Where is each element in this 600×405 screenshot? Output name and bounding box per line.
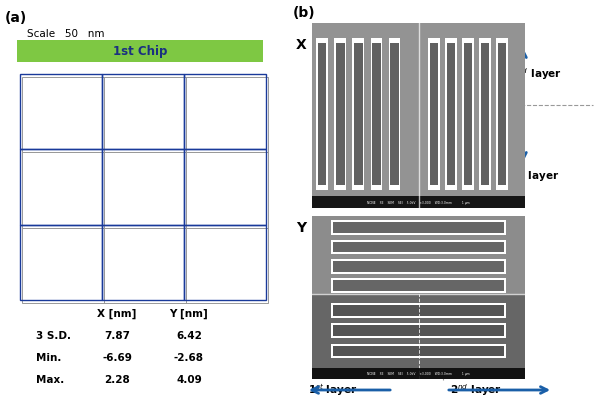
Bar — [102, 150, 184, 225]
Bar — [102, 75, 184, 150]
Bar — [479, 39, 491, 190]
Bar — [331, 303, 506, 318]
Bar — [185, 78, 268, 153]
Bar — [334, 280, 504, 291]
Bar — [334, 305, 504, 316]
Text: -6.69: -6.69 — [102, 352, 132, 362]
Bar — [334, 223, 504, 233]
Bar — [481, 44, 490, 185]
Bar — [430, 44, 439, 185]
Bar — [331, 240, 506, 255]
Bar — [334, 262, 504, 272]
Bar — [312, 217, 525, 294]
Bar — [354, 44, 362, 185]
Bar — [464, 44, 472, 185]
Bar — [390, 44, 399, 185]
Text: 4.09: 4.09 — [176, 374, 202, 384]
Text: 6.42: 6.42 — [176, 330, 202, 340]
Bar — [17, 41, 263, 63]
Bar — [184, 75, 266, 150]
Text: Y: Y — [296, 220, 306, 234]
Bar — [312, 294, 525, 368]
Bar — [334, 39, 346, 190]
Bar — [334, 326, 504, 336]
Text: 2$^{nd}$ layer: 2$^{nd}$ layer — [450, 381, 502, 397]
Bar — [331, 324, 506, 338]
Bar — [331, 344, 506, 358]
Bar — [389, 39, 400, 190]
Bar — [104, 228, 185, 303]
Text: Y [nm]: Y [nm] — [170, 308, 208, 318]
Text: 1st Chip: 1st Chip — [113, 45, 167, 58]
Bar — [104, 153, 185, 228]
Bar — [446, 44, 455, 185]
Text: X: X — [296, 38, 307, 52]
Bar — [20, 150, 102, 225]
Text: Max.: Max. — [36, 374, 64, 384]
Text: (b): (b) — [293, 6, 316, 20]
Bar — [185, 153, 268, 228]
Bar — [462, 39, 474, 190]
Bar — [318, 44, 326, 185]
Bar — [334, 242, 504, 253]
Bar — [334, 346, 504, 356]
Text: X [nm]: X [nm] — [97, 308, 137, 318]
Bar — [445, 39, 457, 190]
Bar — [352, 39, 364, 190]
Bar — [184, 150, 266, 225]
Bar — [22, 153, 104, 228]
Text: NONE    SE    SEM    SEI    5.0kV    ×3,000    WD:3.0mm          1 μm: NONE SE SEM SEI 5.0kV ×3,000 WD:3.0mm 1 … — [367, 371, 470, 375]
Bar — [371, 39, 382, 190]
Bar — [331, 221, 506, 235]
Text: -2.68: -2.68 — [174, 352, 204, 362]
Bar — [331, 278, 506, 293]
Text: 2$^{nd}$ layer: 2$^{nd}$ layer — [510, 66, 562, 81]
Bar — [372, 44, 381, 185]
Text: Scale   50   nm: Scale 50 nm — [27, 29, 104, 39]
Text: 2.28: 2.28 — [104, 374, 130, 384]
Bar — [22, 228, 104, 303]
Bar — [20, 225, 102, 300]
Bar — [184, 225, 266, 300]
Text: NONE    SE    SEM    SEI    5.0kV    ×3,000    WD:3.0mm          1 μm: NONE SE SEM SEI 5.0kV ×3,000 WD:3.0mm 1 … — [367, 201, 470, 205]
Bar — [312, 196, 525, 209]
Text: 3 S.D.: 3 S.D. — [36, 330, 71, 340]
Bar — [331, 260, 506, 274]
Text: (a): (a) — [5, 11, 27, 25]
Text: 1$^{st}$ layer: 1$^{st}$ layer — [308, 381, 357, 397]
Bar — [316, 39, 328, 190]
Bar — [428, 39, 440, 190]
Bar — [336, 44, 344, 185]
Bar — [312, 368, 525, 379]
Bar — [185, 228, 268, 303]
Bar — [104, 78, 185, 153]
Bar — [20, 75, 102, 150]
Text: 7.87: 7.87 — [104, 330, 130, 340]
Text: Min.: Min. — [36, 352, 61, 362]
Bar — [498, 44, 506, 185]
Bar — [22, 78, 104, 153]
Bar — [102, 225, 184, 300]
Bar — [496, 39, 508, 190]
Text: 1$^{st}$ layer: 1$^{st}$ layer — [510, 168, 559, 183]
